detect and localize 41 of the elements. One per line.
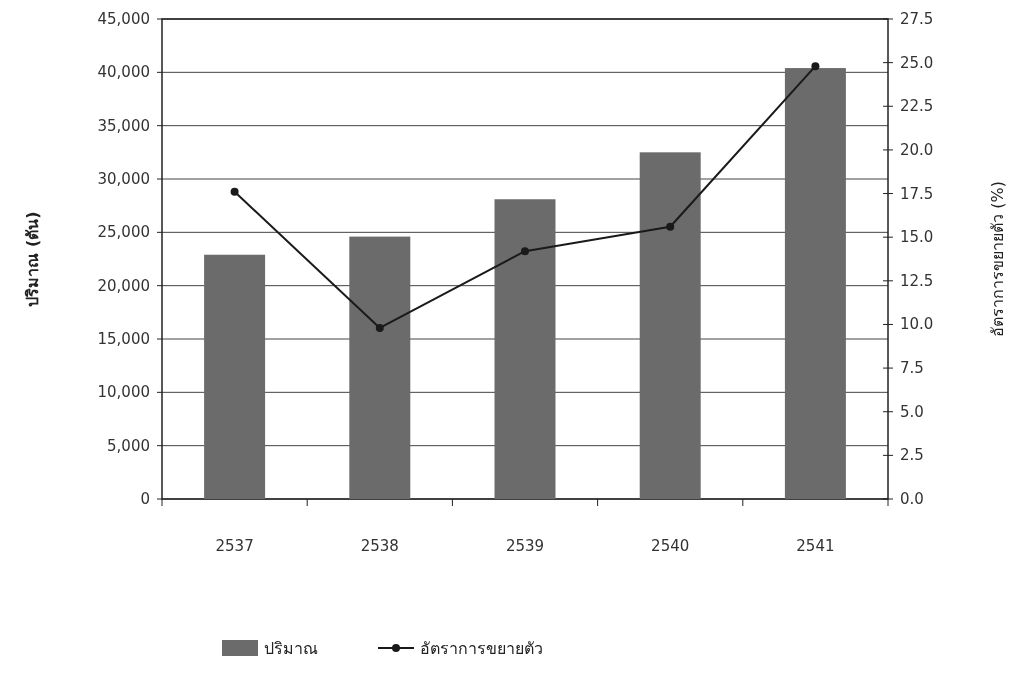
x-tick-label: 2537 xyxy=(215,537,254,555)
y2-tick-label: 5.0 xyxy=(900,402,924,421)
y-axis-title: ปริมาณ (ตัน) xyxy=(23,211,42,307)
y2-tick-label: 15.0 xyxy=(900,228,934,247)
x-tick-label: 2541 xyxy=(796,537,835,555)
point xyxy=(521,247,529,256)
y-tick-label: 45,000 xyxy=(97,10,150,28)
y-tick-label: 10,000 xyxy=(97,383,150,402)
y-tick-label: 35,000 xyxy=(97,116,150,135)
y-tick-label: 25,000 xyxy=(97,223,150,242)
legend-label: อัตราการขยายตัว xyxy=(420,639,543,658)
point xyxy=(666,222,675,231)
bar xyxy=(204,254,266,499)
y2-tick-label: 25.0 xyxy=(900,53,934,72)
y2-tick-label: 20.0 xyxy=(900,140,934,159)
legend-label: ปริมาณ xyxy=(264,639,318,658)
bar xyxy=(639,152,701,499)
y-tick-label: 40,000 xyxy=(97,63,150,82)
y2-tick-label: 0.0 xyxy=(900,490,924,508)
x-tick-label: 2538 xyxy=(360,537,399,555)
y2-tick-label: 27.5 xyxy=(900,10,934,28)
y-tick-label: 15,000 xyxy=(97,330,150,348)
x-tick-label: 2540 xyxy=(651,537,690,555)
y2-tick-label: 7.5 xyxy=(900,359,924,378)
point xyxy=(375,323,384,332)
y-tick-label: 20,000 xyxy=(97,276,150,295)
point xyxy=(230,187,239,196)
y2-tick-label: 22.5 xyxy=(900,97,934,116)
y2-tick-label: 17.5 xyxy=(900,184,934,203)
y-tick-label: 0 xyxy=(140,490,150,508)
y2-tick-label: 10.0 xyxy=(900,315,934,334)
y2-axis-title: อัตราการขยายตัว (%) xyxy=(988,181,1007,337)
bar xyxy=(784,68,846,499)
y2-tick-label: 2.5 xyxy=(900,446,924,465)
y-tick-label: 5,000 xyxy=(107,436,150,455)
point xyxy=(811,62,820,71)
bar xyxy=(494,199,556,499)
x-tick-label: 2539 xyxy=(505,537,545,555)
y2-tick-label: 12.5 xyxy=(900,271,934,290)
bar xyxy=(349,236,411,499)
y-tick-label: 30,000 xyxy=(97,170,150,188)
